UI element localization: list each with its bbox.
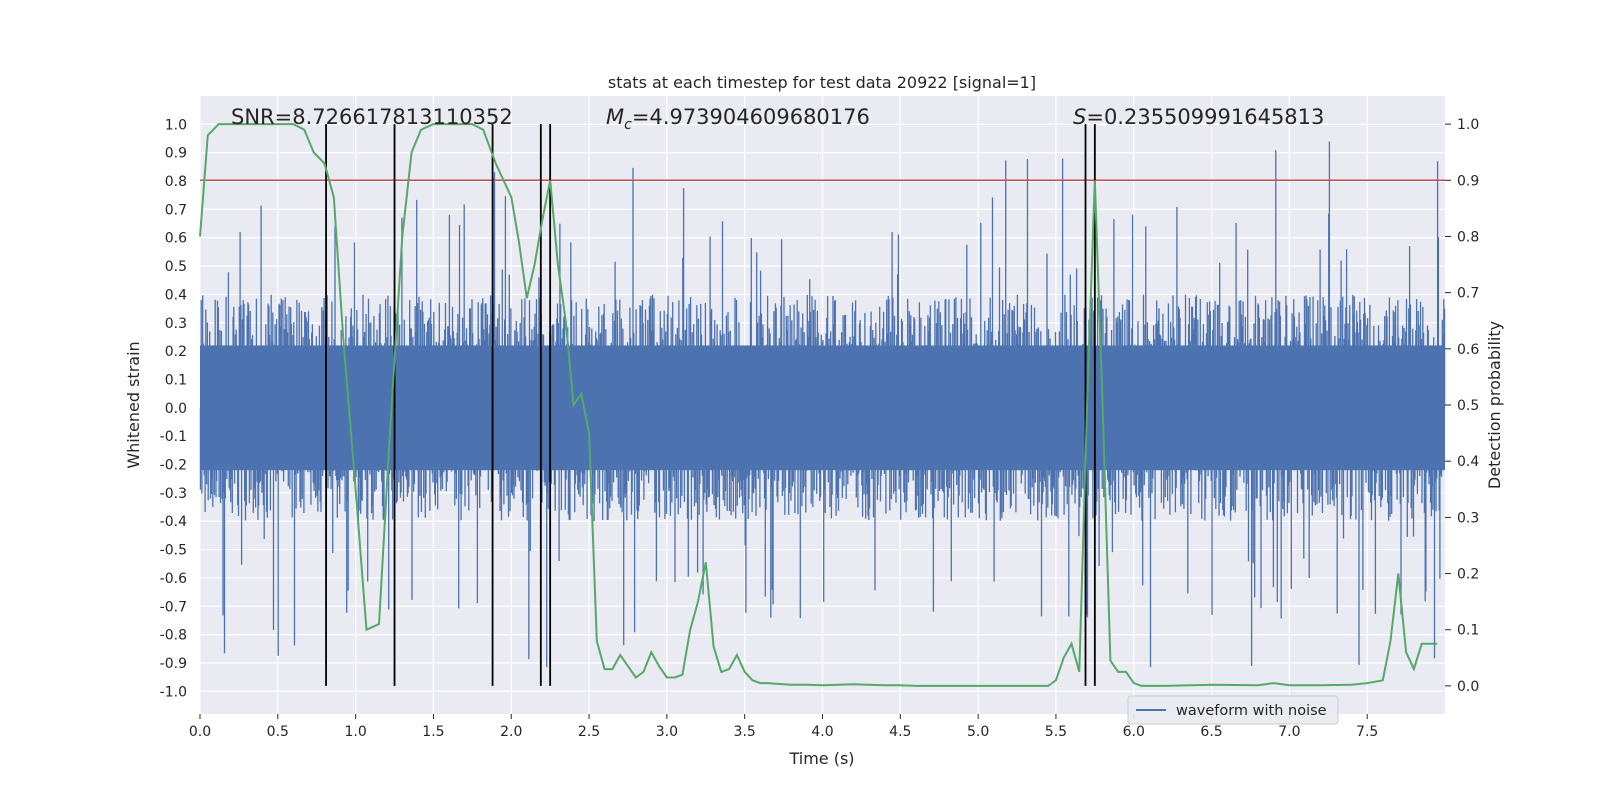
y-left-tick-label: 0.6 [165, 231, 187, 247]
x-tick-label: 7.5 [1356, 724, 1378, 740]
y-left-tick-label: -0.2 [160, 458, 187, 474]
y-left-tick-label: -0.6 [160, 571, 187, 587]
y-left-tick-label: -0.1 [160, 429, 187, 445]
y-left-tick-label: 1.0 [165, 117, 187, 133]
x-tick-label: 5.0 [967, 724, 989, 740]
y-left-tick-label: -1.0 [160, 684, 187, 700]
y-right-tick-label: 0.6 [1457, 342, 1479, 358]
x-tick-label: 3.5 [734, 724, 756, 740]
x-tick-label: 7.0 [1278, 724, 1300, 740]
x-tick-label: 2.5 [578, 724, 600, 740]
chirp-mass-annotation: Mc=4.973904609680176 [606, 105, 870, 133]
x-tick-label: 4.0 [811, 724, 833, 740]
y-right-axis-ticks: 1.0 0.9 0.8 0.7 0.6 0.5 0.4 0.3 0.2 0.1 0.0 [1445, 117, 1479, 695]
x-tick-label: 5.5 [1045, 724, 1067, 740]
y-right-tick-label: 1.0 [1457, 117, 1479, 133]
y-left-tick-label: 0.4 [165, 287, 187, 303]
legend-label: waveform with noise [1176, 703, 1327, 719]
y-left-tick-label: 0.8 [165, 174, 187, 190]
y-right-tick-label: 0.7 [1457, 286, 1479, 302]
y-left-tick-label: 0.5 [165, 259, 187, 275]
x-axis-ticks: 0.0 0.5 1.0 1.5 2.0 2.5 3.0 3.5 4.0 4.5 5.0 5.5 6.0 6… [189, 714, 1378, 740]
y-left-tick-label: 0.3 [165, 316, 187, 332]
y-left-tick-label: -0.3 [160, 486, 187, 502]
waveform-series [199, 141, 1446, 668]
y-right-tick-label: 0.2 [1457, 567, 1479, 583]
y-left-tick-label: 0.7 [165, 202, 187, 218]
y-right-tick-label: 0.4 [1457, 454, 1479, 470]
y-left-tick-label: -0.8 [160, 628, 187, 644]
x-tick-label: 6.0 [1123, 724, 1145, 740]
mc-symbol: M [606, 105, 624, 129]
x-tick-label: 3.0 [656, 724, 678, 740]
snr-annotation: SNR=8.726617813110352 [231, 105, 513, 129]
y-right-tick-label: 0.1 [1457, 623, 1479, 639]
y-right-tick-label: 0.5 [1457, 398, 1479, 414]
y-right-tick-label: 0.9 [1457, 173, 1479, 189]
y-left-axis-ticks: 1.0 0.9 0.8 0.7 0.6 0.5 0.4 0.3 0.2 0.1 0.0 -0.1 -0.… [160, 117, 187, 700]
chart-title: stats at each timestep for test data 209… [608, 73, 1036, 92]
y-left-tick-label: -0.5 [160, 543, 187, 559]
s-value: =0.235509991645813 [1086, 105, 1324, 129]
x-tick-label: 1.5 [422, 724, 444, 740]
y-right-tick-label: 0.3 [1457, 510, 1479, 526]
y-right-tick-label: 0.0 [1457, 679, 1479, 695]
x-axis-label: Time (s) [788, 749, 854, 768]
mc-value: =4.973904609680176 [632, 105, 870, 129]
x-tick-label: 2.0 [500, 724, 522, 740]
x-tick-label: 0.5 [267, 724, 289, 740]
s-symbol: S [1073, 105, 1086, 129]
y-left-tick-label: 0.9 [165, 146, 187, 162]
legend: waveform with noise [1127, 695, 1339, 725]
y-left-tick-label: 0.0 [165, 401, 187, 417]
detection-probability-series [199, 123, 1438, 687]
x-tick-label: 1.0 [344, 724, 366, 740]
y-left-tick-label: -0.7 [160, 599, 187, 615]
waveform-spikes [199, 141, 1446, 668]
legend-box [1127, 695, 1339, 725]
y-left-tick-label: -0.4 [160, 514, 187, 530]
y-right-axis-label: Detection probability [1485, 321, 1504, 489]
s-annotation: S=0.235509991645813 [1073, 105, 1324, 129]
x-tick-label: 4.5 [889, 724, 911, 740]
y-right-tick-label: 0.8 [1457, 229, 1479, 245]
x-tick-label: 6.5 [1200, 724, 1222, 740]
y-left-tick-label: 0.2 [165, 344, 187, 360]
y-left-tick-label: 0.1 [165, 372, 187, 388]
x-tick-label: 0.0 [189, 724, 211, 740]
y-left-tick-label: -0.9 [160, 656, 187, 672]
mc-subscript: c [624, 117, 632, 133]
y-left-axis-label: Whitened strain [124, 341, 143, 468]
vertical-markers [325, 124, 1096, 686]
